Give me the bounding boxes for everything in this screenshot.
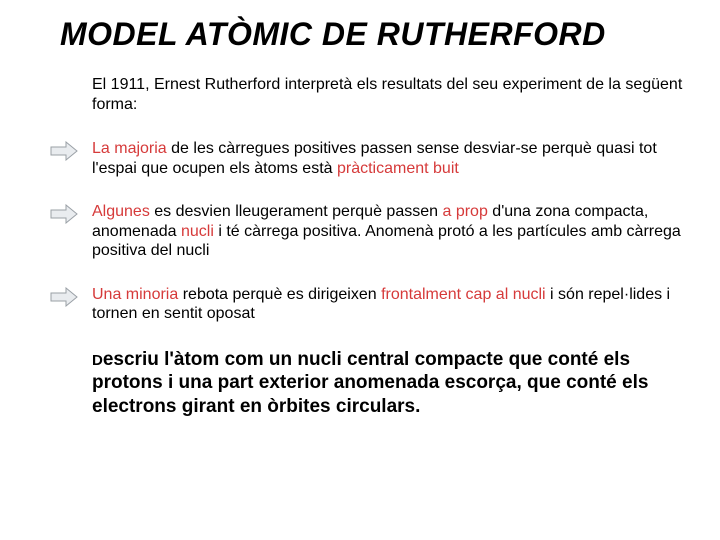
highlight-text: frontalment cap al nucli [381, 286, 546, 303]
highlight-text: nucli [181, 223, 214, 240]
bullet-row: Algunes es desvien lleugerament perquè p… [50, 202, 684, 261]
highlight-text: pràcticament buit [337, 160, 459, 177]
conclusion-text: escriu l'àtom com un nucli central compa… [92, 349, 648, 418]
highlight-text: a prop [442, 203, 487, 220]
bullet-text: Algunes es desvien lleugerament perquè p… [92, 202, 684, 261]
arrow-right-icon [50, 204, 78, 224]
conclusion-leading-letter: D [92, 352, 103, 369]
arrow-right-icon [50, 287, 78, 307]
bullet-row: Una minoria rebota perquè es dirigeixen … [50, 285, 684, 324]
arrow-right-icon [50, 141, 78, 161]
highlight-text: Una minoria [92, 286, 178, 303]
conclusion-paragraph: Descriu l'àtom com un nucli central comp… [92, 348, 684, 419]
highlight-text: Algunes [92, 203, 150, 220]
bullet-text: La majoria de les càrregues positives pa… [92, 139, 684, 178]
intro-paragraph: El 1911, Ernest Rutherford interpretà el… [92, 75, 684, 115]
bullet-list: La majoria de les càrregues positives pa… [56, 139, 684, 324]
page-title: MODEL ATÒMIC DE RUTHERFORD [60, 16, 684, 53]
bullet-text: Una minoria rebota perquè es dirigeixen … [92, 285, 684, 324]
plain-text: es desvien lleugerament perquè passen [150, 203, 443, 220]
slide-container: MODEL ATÒMIC DE RUTHERFORD El 1911, Erne… [0, 0, 720, 439]
plain-text: rebota perquè es dirigeixen [178, 286, 381, 303]
highlight-text: La majoria [92, 140, 167, 157]
bullet-row: La majoria de les càrregues positives pa… [50, 139, 684, 178]
